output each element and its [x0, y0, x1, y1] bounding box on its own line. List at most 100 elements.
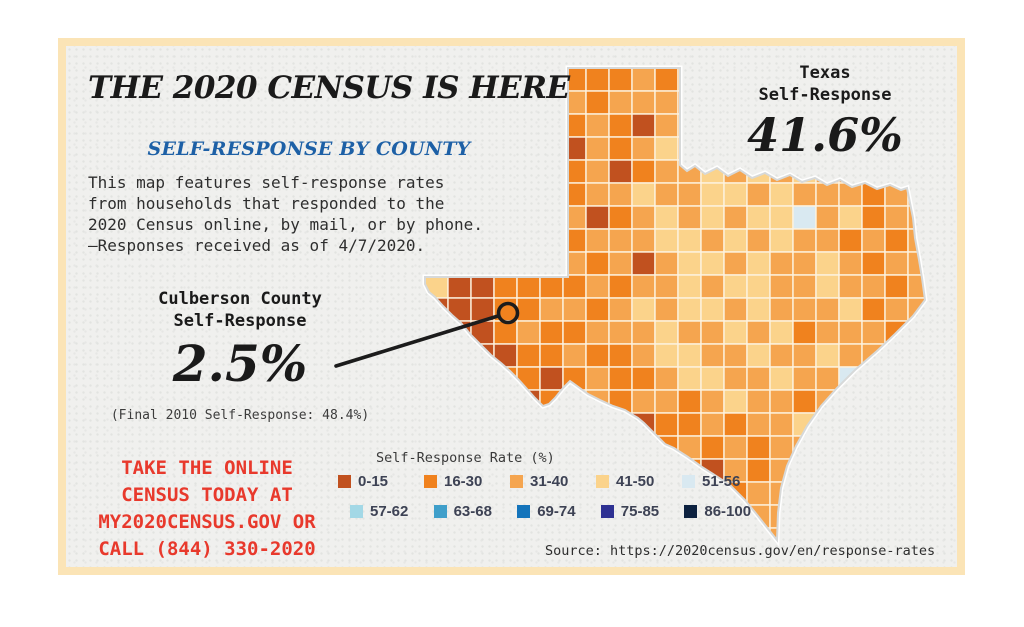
county-cell	[585, 182, 610, 207]
county-cell	[746, 343, 771, 368]
county-cell	[907, 228, 925, 253]
county-cell	[608, 412, 633, 437]
swatch-75-85	[600, 505, 614, 518]
page-title: THE 2020 CENSUS IS HERE	[88, 70, 570, 106]
county-cell	[861, 366, 886, 391]
county-cell	[608, 159, 633, 184]
legend-item-86-100: 86-100	[684, 503, 768, 520]
county-cell	[861, 435, 886, 460]
intro-line: 2020 Census online, by mail, or by phone…	[88, 215, 483, 234]
county-cell	[700, 228, 725, 253]
county-cell	[861, 205, 886, 230]
legend-item-63-68: 63-68	[433, 503, 518, 520]
county-cell	[792, 274, 817, 299]
county-cell	[631, 205, 656, 230]
county-cell	[746, 297, 771, 322]
county-cell	[769, 274, 794, 299]
county-cell	[884, 366, 909, 391]
county-cell	[631, 343, 656, 368]
county-cell	[746, 228, 771, 253]
county-cell	[838, 320, 863, 345]
legend-item-57-62: 57-62	[350, 503, 434, 520]
county-cell	[815, 481, 840, 506]
swatch-41-50	[596, 475, 609, 488]
county-cell	[585, 297, 610, 322]
county-cell	[470, 274, 495, 299]
county-cell	[861, 481, 886, 506]
county-cell	[585, 343, 610, 368]
swatch-57-62	[350, 505, 363, 518]
county-cell	[746, 320, 771, 345]
county-cell	[769, 205, 794, 230]
county-cell	[815, 274, 840, 299]
county-cell	[493, 113, 518, 138]
swatch-51-56	[682, 475, 695, 488]
county-cell	[769, 297, 794, 322]
county-cell	[907, 159, 925, 184]
county-cell	[792, 481, 817, 506]
county-cell	[654, 274, 679, 299]
county-cell	[723, 320, 748, 345]
county-cell	[838, 481, 863, 506]
county-cell	[884, 389, 909, 414]
county-cell	[631, 159, 656, 184]
county-cell	[562, 297, 587, 322]
culberson-value: 2.5%	[172, 334, 308, 393]
county-cell	[884, 251, 909, 276]
county-cell	[654, 366, 679, 391]
legend-item-0-15: 0-15	[338, 473, 424, 490]
swatch-31-40	[510, 475, 523, 488]
county-cell	[792, 297, 817, 322]
swatch-63-68	[433, 505, 447, 518]
county-cell	[861, 504, 886, 529]
intro-line: —Responses received as of 4/7/2020.	[88, 236, 426, 255]
county-cell	[769, 251, 794, 276]
county-cell	[654, 182, 679, 207]
county-cell	[815, 228, 840, 253]
legend-title: Self-Response Rate (%)	[376, 450, 555, 466]
county-cell	[769, 159, 794, 184]
county-cell	[585, 205, 610, 230]
county-cell	[792, 251, 817, 276]
county-cell	[700, 320, 725, 345]
county-cell	[493, 412, 518, 437]
county-cell	[723, 251, 748, 276]
county-cell	[700, 251, 725, 276]
county-cell	[539, 274, 564, 299]
legend-item-31-40: 31-40	[510, 473, 596, 490]
county-cell	[470, 389, 495, 414]
county-cell	[907, 412, 925, 437]
swatch-69-74	[517, 505, 531, 518]
county-cell	[631, 136, 656, 161]
county-cell	[884, 205, 909, 230]
county-cell	[654, 159, 679, 184]
county-cell	[677, 320, 702, 345]
county-cell	[608, 182, 633, 207]
county-cell	[425, 113, 449, 138]
county-cell	[700, 297, 725, 322]
county-cell	[516, 297, 541, 322]
county-cell	[562, 274, 587, 299]
county-cell	[516, 113, 541, 138]
county-cell	[815, 366, 840, 391]
county-cell	[723, 343, 748, 368]
county-cell	[838, 458, 863, 483]
county-cell	[516, 274, 541, 299]
legend-row-2: 57-62 63-68 69-74 75-85 86-100	[350, 503, 768, 520]
county-cell	[585, 412, 610, 437]
county-cell	[631, 113, 656, 138]
county-cell	[631, 228, 656, 253]
county-cell	[585, 320, 610, 345]
county-cell	[746, 182, 771, 207]
county-cell	[792, 343, 817, 368]
culberson-footnote: (Final 2010 Self-Response: 48.4%)	[110, 408, 370, 423]
county-cell	[585, 113, 610, 138]
swatch-16-30	[424, 475, 437, 488]
county-cell	[792, 320, 817, 345]
texas-stat-value: 41.6%	[747, 108, 903, 162]
legend-item-51-56: 51-56	[682, 473, 768, 490]
county-cell	[861, 228, 886, 253]
county-cell	[815, 435, 840, 460]
county-cell	[769, 182, 794, 207]
